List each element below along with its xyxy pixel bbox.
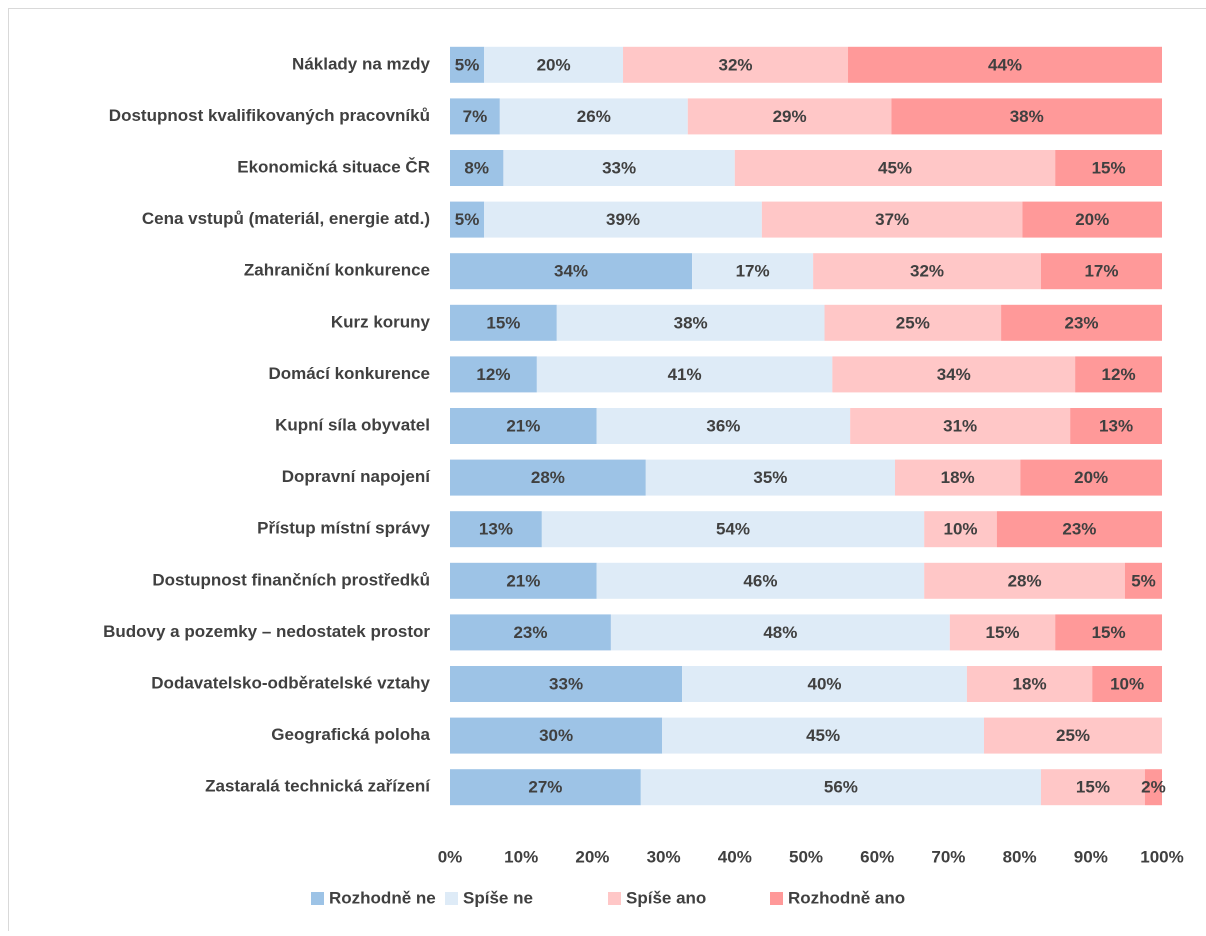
value-label: 5% [455, 55, 480, 74]
x-tick-label: 80% [1003, 847, 1037, 866]
value-label: 20% [537, 55, 571, 74]
x-tick-label: 50% [789, 847, 823, 866]
legend-label: Rozhodně ano [788, 888, 905, 907]
category-label: Dopravní napojení [282, 467, 432, 486]
x-tick-label: 90% [1074, 847, 1108, 866]
value-label: 12% [1102, 365, 1136, 384]
value-label: 56% [824, 778, 858, 797]
value-label: 15% [1092, 158, 1126, 177]
value-label: 30% [539, 726, 573, 745]
value-label: 21% [506, 571, 540, 590]
value-label: 38% [1010, 107, 1044, 126]
value-label: 25% [1056, 726, 1090, 745]
value-label: 44% [988, 55, 1022, 74]
value-label: 26% [577, 107, 611, 126]
value-label: 23% [1065, 313, 1099, 332]
x-tick-label: 40% [718, 847, 752, 866]
value-label: 41% [668, 365, 702, 384]
value-label: 34% [554, 262, 588, 281]
value-label: 54% [716, 520, 750, 539]
value-label: 36% [706, 416, 740, 435]
value-label: 20% [1075, 210, 1109, 229]
x-tick-label: 0% [438, 847, 463, 866]
value-label: 15% [486, 313, 520, 332]
value-label: 13% [1099, 416, 1133, 435]
value-label: 10% [1110, 674, 1144, 693]
value-label: 18% [1013, 674, 1047, 693]
value-label: 25% [896, 313, 930, 332]
value-label: 13% [479, 520, 513, 539]
legend-label: Spíše ano [626, 888, 706, 907]
value-label: 5% [1131, 571, 1156, 590]
value-label: 32% [718, 55, 752, 74]
value-label: 38% [674, 313, 708, 332]
value-label: 32% [910, 262, 944, 281]
value-label: 7% [463, 107, 488, 126]
category-label: Dostupnost kvalifikovaných pracovníků [109, 106, 430, 125]
value-label: 2% [1141, 778, 1166, 797]
x-tick-label: 10% [504, 847, 538, 866]
value-label: 35% [753, 468, 787, 487]
legend-label: Rozhodně ne [329, 888, 436, 907]
x-tick-label: 30% [647, 847, 681, 866]
value-label: 12% [476, 365, 510, 384]
value-label: 5% [455, 210, 480, 229]
value-label: 21% [506, 416, 540, 435]
value-label: 18% [941, 468, 975, 487]
category-label: Náklady na mzdy [292, 54, 430, 73]
value-label: 17% [1084, 262, 1118, 281]
value-label: 31% [943, 416, 977, 435]
value-label: 39% [606, 210, 640, 229]
category-label: Cena vstupů (materiál, energie atd.) [142, 209, 430, 228]
category-label: Dodavatelsko-odběratelské vztahy [151, 673, 430, 692]
legend-swatch [445, 892, 458, 905]
category-label: Ekonomická situace ČR [237, 157, 430, 176]
legend-swatch [311, 892, 324, 905]
value-label: 15% [985, 623, 1019, 642]
value-label: 45% [878, 158, 912, 177]
value-label: 23% [1062, 520, 1096, 539]
value-label: 45% [806, 726, 840, 745]
category-label: Kupní síla obyvatel [275, 415, 430, 434]
x-tick-label: 60% [860, 847, 894, 866]
category-label: Geografická poloha [271, 725, 430, 744]
x-tick-label: 70% [931, 847, 965, 866]
x-tick-label: 20% [575, 847, 609, 866]
value-label: 33% [549, 674, 583, 693]
value-label: 15% [1076, 778, 1110, 797]
value-label: 34% [937, 365, 971, 384]
value-label: 29% [773, 107, 807, 126]
legend-swatch [608, 892, 621, 905]
value-label: 28% [531, 468, 565, 487]
x-tick-label: 100% [1140, 847, 1183, 866]
value-label: 46% [743, 571, 777, 590]
value-label: 40% [807, 674, 841, 693]
value-label: 28% [1008, 571, 1042, 590]
value-label: 8% [464, 158, 489, 177]
value-label: 27% [528, 778, 562, 797]
legend-swatch [770, 892, 783, 905]
value-label: 33% [602, 158, 636, 177]
category-label: Zastaralá technická zařízení [205, 777, 431, 796]
value-label: 23% [513, 623, 547, 642]
value-label: 15% [1092, 623, 1126, 642]
category-label: Přístup místní správy [257, 519, 430, 538]
value-label: 48% [763, 623, 797, 642]
value-label: 17% [736, 262, 770, 281]
value-label: 37% [875, 210, 909, 229]
category-label: Domácí konkurence [268, 364, 430, 383]
value-label: 10% [943, 520, 977, 539]
category-label: Zahraniční konkurence [244, 261, 430, 280]
value-label: 20% [1074, 468, 1108, 487]
legend-label: Spíše ne [463, 888, 533, 907]
category-label: Dostupnost finančních prostředků [152, 570, 430, 589]
category-label: Budovy a pozemky – nedostatek prostor [103, 622, 430, 641]
category-label: Kurz koruny [331, 312, 431, 331]
